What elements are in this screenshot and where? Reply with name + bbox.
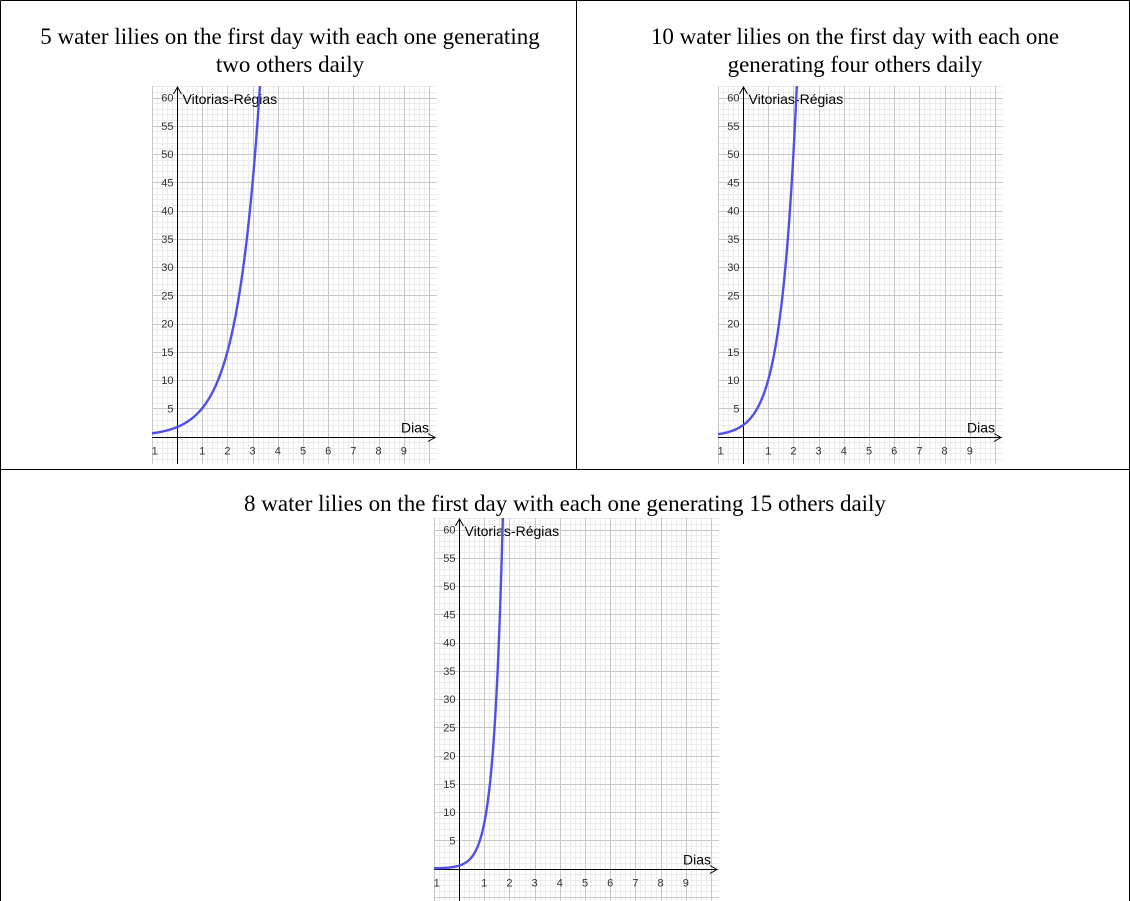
x-tick-label: 6 [607,878,613,890]
chart-title-2: 10 water lilies on the first day with ea… [650,24,1060,77]
x-tick-label: -1 [152,446,158,458]
y-tick-label: 45 [161,177,173,189]
x-axis-label: Dias [683,852,711,868]
x-tick-label: 3 [816,446,822,458]
x-axis-arrow [993,433,1003,442]
y-tick-label: 60 [161,93,173,105]
y-tick-label: 30 [161,262,173,274]
x-tick-label: 2 [506,878,512,890]
chart-3: 51015202530354045505560-1123456789Vitori… [434,518,719,901]
y-tick-label: 35 [443,666,455,678]
x-axis-arrow [427,433,437,442]
x-axis-arrow [709,865,719,874]
x-tick-label: 4 [557,878,563,890]
y-tick-label: 55 [161,121,173,133]
y-axis-label: Vitorias-Régias [183,91,278,107]
series-line [718,86,798,436]
y-tick-label: 20 [443,751,455,763]
x-tick-label: 6 [891,446,897,458]
x-tick-label: 7 [632,878,638,890]
y-tick-label: 45 [727,177,739,189]
y-tick-label: 10 [443,807,455,819]
x-tick-label: 4 [275,446,281,458]
y-axis-arrow [455,518,464,527]
x-tick-label: 5 [582,878,588,890]
y-tick-label: 45 [443,609,455,621]
y-tick-label: 20 [727,319,739,331]
chart-2: 51015202530354045505560-1123456789Vitori… [718,86,1003,464]
y-axis-label: Vitorias-Régias [465,523,560,539]
y-tick-label: 60 [727,93,739,105]
y-tick-label: 40 [727,206,739,218]
y-tick-label: 60 [443,525,455,537]
y-tick-label: 35 [727,234,739,246]
y-tick-label: 50 [727,149,739,161]
x-tick-label: 1 [481,878,487,890]
minor-grid [718,86,1003,464]
x-tick-label: 3 [250,446,256,458]
y-tick-label: 30 [727,262,739,274]
x-tick-label: 7 [350,446,356,458]
x-tick-label: 9 [967,446,973,458]
y-axis-arrow [173,86,182,95]
x-tick-label: 8 [376,446,382,458]
y-tick-label: 15 [161,347,173,359]
y-tick-label: 55 [443,553,455,565]
y-tick-label: 10 [727,375,739,387]
y-tick-label: 25 [161,290,173,302]
chart-title-3: 8 water lilies on the first day with eac… [244,491,886,516]
series-line [434,518,505,870]
y-tick-label: 25 [727,290,739,302]
y-tick-label: 5 [167,403,173,415]
x-tick-label: 9 [401,446,407,458]
y-tick-label: 30 [443,694,455,706]
x-tick-label: 3 [532,878,538,890]
y-axis-arrow [739,86,748,95]
y-tick-label: 25 [443,722,455,734]
x-tick-label: 8 [942,446,948,458]
y-tick-label: 50 [443,581,455,593]
major-grid [434,518,719,901]
x-tick-label: 4 [841,446,847,458]
y-tick-label: 15 [443,779,455,791]
y-tick-label: 40 [443,638,455,650]
x-tick-label: 8 [658,878,664,890]
x-tick-label: 5 [866,446,872,458]
x-tick-label: 1 [765,446,771,458]
x-tick-label: 2 [790,446,796,458]
y-tick-label: 5 [733,403,739,415]
y-tick-label: 5 [449,835,455,847]
x-axis-label: Dias [967,420,995,436]
y-tick-label: 15 [727,347,739,359]
minor-grid [434,518,719,901]
series-line [152,86,262,435]
x-axis-label: Dias [401,420,429,436]
x-tick-label: 1 [199,446,205,458]
y-tick-label: 50 [161,149,173,161]
y-tick-label: 40 [161,206,173,218]
chart-1: 51015202530354045505560-1123456789Vitori… [152,86,437,464]
y-tick-label: 20 [161,319,173,331]
x-tick-label: -1 [718,446,724,458]
x-tick-label: 5 [300,446,306,458]
x-tick-label: -1 [434,878,440,890]
y-tick-label: 35 [161,234,173,246]
x-tick-label: 7 [916,446,922,458]
minor-grid [152,86,437,464]
chart-title-1: 5 water lilies on the first day with eac… [40,24,540,77]
x-tick-label: 2 [224,446,230,458]
y-tick-label: 10 [161,375,173,387]
x-tick-label: 9 [683,878,689,890]
x-tick-label: 6 [325,446,331,458]
y-tick-label: 55 [727,121,739,133]
